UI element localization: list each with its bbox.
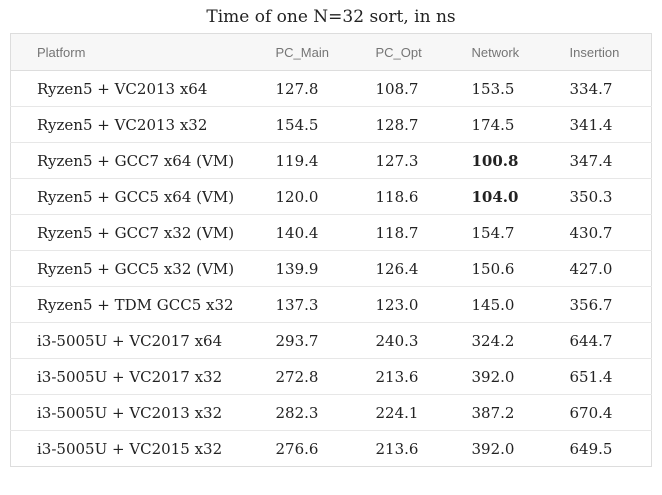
value-cell: 282.3	[250, 394, 351, 431]
value-cell: 347.4	[544, 142, 652, 179]
column-header-network: Network	[446, 33, 545, 71]
table-body: Ryzen5 + VC2013 x64 127.8 108.7 153.5 334.7 R…	[10, 70, 652, 467]
table-row: Ryzen5 + GCC7 x32 (VM) 140.4 118.7 154.7 430…	[10, 214, 652, 251]
platform-cell: Ryzen5 + TDM GCC5 x32	[10, 286, 251, 323]
value-cell: 387.2	[446, 394, 545, 431]
value-cell: 100.8	[446, 142, 545, 179]
value-cell: 272.8	[250, 358, 351, 395]
value-cell: 356.7	[544, 286, 652, 323]
value-cell: 137.3	[250, 286, 351, 323]
value-cell: 644.7	[544, 322, 652, 359]
value-cell: 104.0	[446, 178, 545, 215]
value-cell: 139.9	[250, 250, 351, 287]
table-row: Ryzen5 + TDM GCC5 x32 137.3 123.0 145.0 356.…	[10, 286, 652, 323]
value-cell: 118.6	[350, 178, 447, 215]
value-cell: 392.0	[446, 358, 545, 395]
value-cell: 276.6	[275, 439, 319, 458]
value-cell: 120.0	[250, 178, 351, 215]
value-cell: 174.5	[446, 106, 545, 143]
value-cell: 128.7	[350, 106, 447, 143]
platform-cell: i3-5005U + VC2013 x32	[10, 394, 251, 431]
value-cell: 670.4	[544, 394, 652, 431]
table-title: Time of one N=32 sort, in ns	[206, 7, 456, 27]
column-header-pc-main: PC_Main	[250, 33, 351, 71]
value-cell: 119.4	[250, 142, 351, 179]
value-cell: 350.3	[544, 178, 652, 215]
value-cell: 392.0	[471, 439, 515, 458]
platform-cell: Ryzen5 + GCC7 x32 (VM)	[10, 214, 251, 251]
platform-cell: Ryzen5 + VC2013 x32	[10, 106, 251, 143]
value-cell: 140.4	[250, 214, 351, 251]
table-row: Ryzen5 + GCC5 x64 (VM) 120.0 118.6 104.0 350…	[10, 178, 652, 215]
platform-cell: Ryzen5 + GCC5 x64 (VM)	[10, 178, 251, 215]
platform-cell: i3-5005U + VC2015 x32	[37, 439, 223, 458]
value-cell: 649.5	[569, 439, 613, 458]
table-row: Ryzen5 + VC2013 x32 154.5 128.7 174.5 341.4	[10, 106, 652, 143]
value-cell: 127.3	[350, 142, 447, 179]
column-header-pc-opt: PC_Opt	[350, 33, 447, 71]
value-cell: 324.2	[446, 322, 545, 359]
table-row: i3-5005U + VC2017 x64 293.7 240.3 324.2 644.…	[10, 322, 652, 359]
value-cell: 145.0	[446, 286, 545, 323]
value-cell: 224.1	[350, 394, 447, 431]
value-cell: 150.6	[446, 250, 545, 287]
platform-cell: i3-5005U + VC2017 x64	[10, 322, 251, 359]
value-cell: 341.4	[544, 106, 652, 143]
value-cell: 118.7	[350, 214, 447, 251]
platform-cell: Ryzen5 + GCC5 x32 (VM)	[10, 250, 251, 287]
benchmark-table: Platform PC_Main PC_Opt Network Insertion Ry…	[10, 33, 652, 467]
header-row: Platform PC_Main PC_Opt Network Insertion	[10, 33, 652, 71]
table-row: Ryzen5 + GCC7 x64 (VM) 119.4 127.3 100.8 347…	[10, 142, 652, 179]
table-row: Ryzen5 + VC2013 x64 127.8 108.7 153.5 334.7	[10, 70, 652, 107]
platform-cell: Ryzen5 + GCC7 x64 (VM)	[10, 142, 251, 179]
value-cell: 430.7	[544, 214, 652, 251]
value-cell: 651.4	[544, 358, 652, 395]
value-cell: 153.5	[446, 70, 545, 107]
table-row: i3-5005U + VC2017 x32 272.8 213.6 392.0 651.…	[10, 358, 652, 395]
value-cell: 108.7	[350, 70, 447, 107]
value-cell: 154.7	[446, 214, 545, 251]
column-header-platform: Platform	[10, 33, 251, 71]
value-cell: 123.0	[350, 286, 447, 323]
table-row: i3-5005U + VC2013 x32 282.3 224.1 387.2 670.…	[10, 394, 652, 431]
platform-cell: i3-5005U + VC2017 x32	[10, 358, 251, 395]
value-cell: 293.7	[250, 322, 351, 359]
value-cell: 213.6	[350, 358, 447, 395]
value-cell: 127.8	[250, 70, 351, 107]
value-cell: 427.0	[544, 250, 652, 287]
value-cell: 126.4	[350, 250, 447, 287]
table-row: Ryzen5 + GCC5 x32 (VM) 139.9 126.4 150.6 427…	[10, 250, 652, 287]
value-cell: 154.5	[250, 106, 351, 143]
platform-cell: Ryzen5 + VC2013 x64	[10, 70, 251, 107]
value-cell: 240.3	[350, 322, 447, 359]
table-row: i3-5005U + VC2015 x32 276.6 213.6 392.0 649.…	[11, 431, 652, 467]
column-header-insertion: Insertion	[544, 33, 652, 71]
value-cell: 213.6	[375, 439, 419, 458]
value-cell: 334.7	[544, 70, 652, 107]
